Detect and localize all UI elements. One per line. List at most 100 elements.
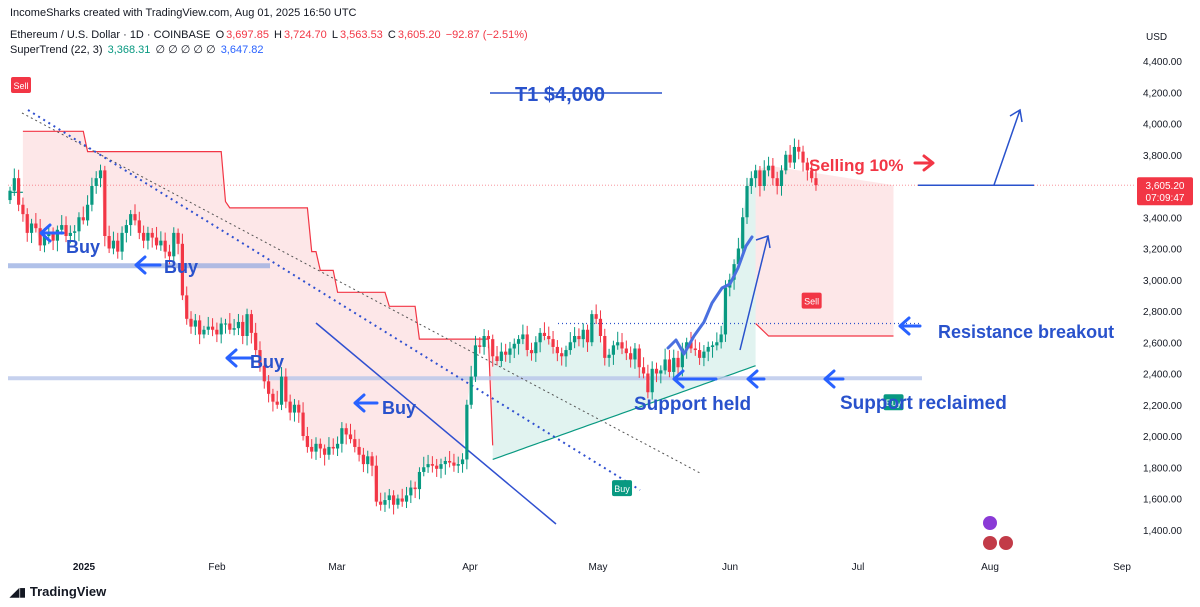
candle-body	[262, 365, 266, 382]
candle-body	[702, 351, 706, 358]
candle-body	[344, 428, 348, 435]
y-tick-label: 4,200.00	[1143, 88, 1182, 99]
candle-body	[771, 165, 775, 179]
candle-body	[538, 332, 542, 343]
breakout-arrow	[898, 316, 922, 336]
candle-body	[646, 373, 650, 393]
selling-label: Selling 10%	[809, 156, 903, 175]
x-tick-label: Aug	[981, 562, 999, 573]
candle-body	[189, 318, 193, 327]
candle-body	[94, 178, 98, 186]
candle-body	[202, 329, 206, 335]
candle-body	[422, 467, 426, 472]
support-held-label: Support held	[634, 394, 751, 415]
candle-body	[331, 446, 335, 449]
candle-body	[460, 459, 465, 465]
candle-body	[551, 339, 555, 347]
candle-body	[279, 376, 284, 405]
signal-sell-label: Sell	[804, 297, 819, 307]
candle-body	[327, 446, 331, 455]
candle-body	[361, 454, 366, 465]
candle-body	[77, 217, 81, 232]
candle-body	[732, 264, 736, 280]
candle-body	[590, 314, 594, 343]
candle-body	[478, 345, 482, 347]
candle-body	[603, 336, 607, 358]
candle-body	[667, 359, 672, 372]
candle-body	[116, 240, 120, 252]
candle-body	[426, 464, 430, 468]
candle-body	[529, 350, 534, 354]
candle-body	[594, 314, 598, 319]
indicator-empty-values: ∅ ∅ ∅ ∅ ∅	[155, 44, 216, 56]
candle-body	[413, 487, 417, 490]
x-tick-label: May	[589, 562, 608, 573]
candle-body	[792, 146, 797, 163]
candle-body	[81, 217, 85, 221]
candle-body	[448, 461, 452, 463]
currency-label: USD	[1146, 32, 1167, 43]
x-tick-label: Apr	[462, 562, 478, 573]
candle-body	[452, 462, 456, 466]
candle-body	[185, 295, 189, 319]
candle-body	[659, 370, 663, 374]
candle-body	[775, 178, 779, 186]
candle-body	[85, 204, 90, 221]
candle-body	[598, 318, 603, 336]
candle-body	[706, 346, 710, 352]
y-tick-label: 3,400.00	[1143, 213, 1182, 224]
candle-body	[620, 342, 624, 349]
candle-body	[719, 334, 723, 343]
target-label: T1 $4,000	[515, 84, 605, 106]
low-value: 3,563.53	[339, 29, 383, 41]
event-icon	[983, 516, 997, 530]
projection-path	[666, 235, 754, 356]
buy-label-3: Buy	[250, 352, 284, 372]
candle-body	[629, 353, 633, 360]
y-tick-label: 1,600.00	[1143, 495, 1182, 506]
candle-body	[723, 287, 728, 335]
candle-body	[495, 356, 499, 361]
candle-body	[275, 401, 279, 405]
high-label: H	[274, 29, 282, 41]
upside-arrow	[993, 108, 1023, 186]
y-tick-label: 2,200.00	[1143, 401, 1182, 412]
y-tick-label: 2,400.00	[1143, 370, 1182, 381]
trendline-dotted-blue	[27, 109, 641, 491]
candle-body	[215, 329, 219, 335]
candle-body	[271, 393, 275, 402]
candle-body	[555, 346, 559, 354]
symbol-name: Ethereum / U.S. Dollar · 1D · COINBASE	[10, 29, 211, 41]
candle-body	[689, 342, 693, 349]
candle-body	[504, 351, 508, 355]
candle-body	[685, 342, 689, 349]
candle-body	[51, 232, 55, 241]
us-flag-icon	[983, 536, 997, 550]
candle-body	[547, 336, 551, 340]
candle-body	[159, 240, 163, 246]
indicator-name: SuperTrend (22, 3)	[10, 44, 103, 56]
y-tick-label: 4,400.00	[1143, 57, 1182, 68]
candle-body	[55, 229, 60, 241]
candle-body	[249, 314, 253, 333]
candle-body	[68, 232, 72, 236]
indicator-value-lower: 3,368.31	[107, 44, 151, 56]
candle-body	[154, 237, 159, 246]
candle-body	[676, 357, 680, 368]
selling-arrow	[913, 154, 935, 172]
candle-body	[754, 170, 758, 179]
candle-body	[305, 436, 309, 447]
candle-body	[762, 170, 766, 186]
candle-body	[417, 471, 422, 490]
support-reclaimed-label: Support reclaimed	[840, 393, 1007, 414]
candle-body	[323, 448, 327, 455]
candle-body	[512, 343, 516, 349]
signal-sell-badge	[11, 77, 31, 93]
candle-body	[167, 251, 172, 257]
candle-body	[258, 350, 262, 366]
support-arrow	[672, 369, 718, 389]
trendline-solid-blue	[315, 322, 557, 525]
open-value: 3,697.85	[226, 29, 269, 41]
buy-label-1: Buy	[66, 237, 100, 257]
